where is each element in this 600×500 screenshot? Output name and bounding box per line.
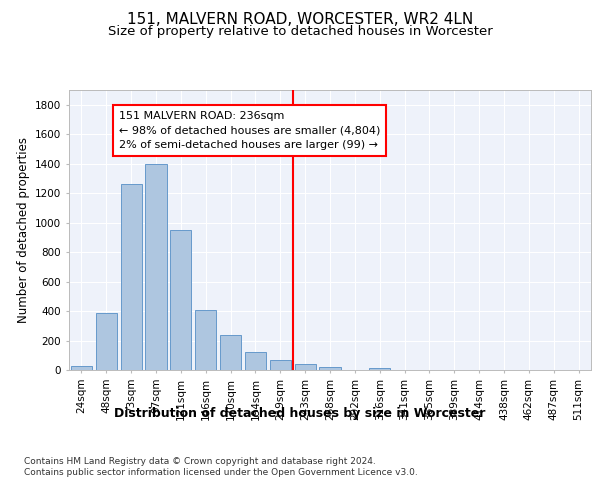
Bar — [96, 312, 117, 370]
Bar — [319, 367, 341, 370]
Bar — [270, 360, 291, 370]
Bar — [71, 366, 92, 370]
Text: Contains HM Land Registry data © Crown copyright and database right 2024.
Contai: Contains HM Land Registry data © Crown c… — [24, 458, 418, 477]
Text: 151 MALVERN ROAD: 236sqm
← 98% of detached houses are smaller (4,804)
2% of semi: 151 MALVERN ROAD: 236sqm ← 98% of detach… — [119, 110, 380, 150]
Text: Size of property relative to detached houses in Worcester: Size of property relative to detached ho… — [107, 25, 493, 38]
Bar — [220, 336, 241, 370]
Bar — [195, 310, 216, 370]
Bar — [369, 368, 390, 370]
Bar — [145, 164, 167, 370]
Bar — [170, 230, 191, 370]
Y-axis label: Number of detached properties: Number of detached properties — [17, 137, 29, 323]
Bar — [121, 184, 142, 370]
Text: 151, MALVERN ROAD, WORCESTER, WR2 4LN: 151, MALVERN ROAD, WORCESTER, WR2 4LN — [127, 12, 473, 28]
Bar — [245, 352, 266, 370]
Bar — [295, 364, 316, 370]
Text: Distribution of detached houses by size in Worcester: Distribution of detached houses by size … — [115, 408, 485, 420]
